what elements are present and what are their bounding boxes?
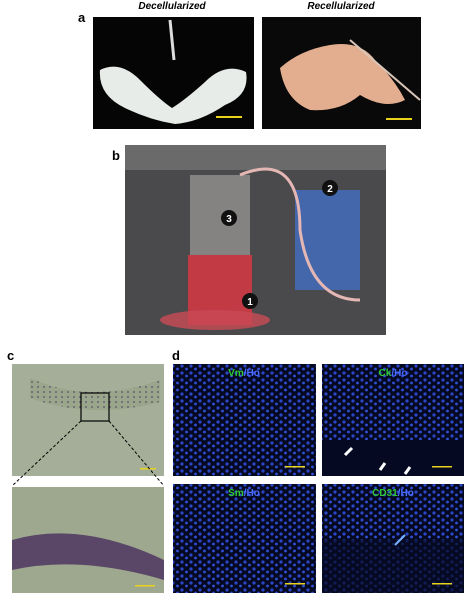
marker: Sm [228,488,244,499]
stain-label: Sm/Ho [228,488,260,499]
counterstain: /Ho [244,488,260,499]
stain-label: Ck/Ho [379,368,408,379]
stain-label: Vm/Ho [228,368,260,379]
stain-label: CD31/Ho [372,488,414,499]
marker: Ck [379,368,392,379]
counterstain: /Ho [244,368,260,379]
panel-label: c [7,348,14,363]
panel-label: b [112,148,120,163]
histology-image [11,364,165,593]
panel-title: Recellularized [307,1,375,12]
photo-recellularized [262,17,421,129]
marker-number: 1 [247,297,253,308]
counterstain: /Ho [398,488,414,499]
counterstain: /Ho [391,368,407,379]
photo-decellularized [93,17,254,129]
panel-title: Decellularized [138,1,206,12]
marker: Vm [228,368,244,379]
marker: CD31 [372,488,398,499]
fluorescence-images [173,364,464,593]
panel-label: a [78,10,86,25]
marker-number: 3 [226,214,232,225]
panel-label: d [172,348,180,363]
marker-badge: 1 2 3 [221,180,338,309]
photo-bioreactor [125,145,386,335]
marker-number: 2 [327,184,333,195]
